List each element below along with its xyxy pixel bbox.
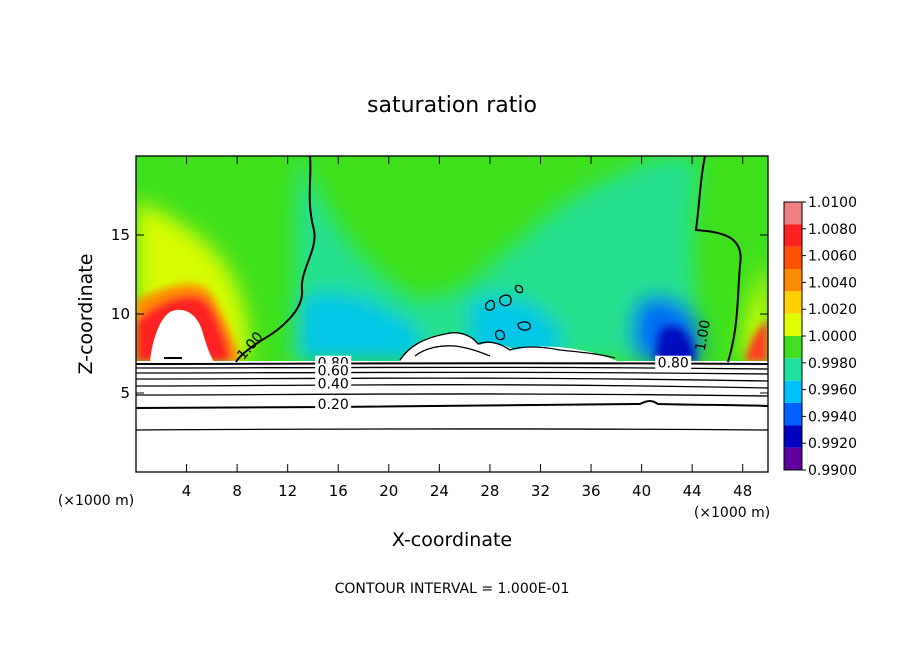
- colorbar-swatch: [784, 447, 802, 470]
- contour-blob-5: [514, 284, 524, 294]
- x-tick-label: 44: [683, 482, 702, 500]
- contour-030: [136, 393, 768, 397]
- x-tick-label: 32: [531, 482, 550, 500]
- colorbar-swatch: [784, 336, 802, 359]
- y-axis-ticks: 5 10 15: [111, 226, 768, 402]
- contour-blob-2: [499, 294, 512, 307]
- contour-blob-1: [484, 299, 496, 311]
- contour-interval-note: CONTOUR INTERVAL = 1.000E-01: [335, 581, 570, 597]
- colorbar-label: 0.9960: [808, 383, 857, 399]
- colorbar-swatch: [784, 358, 802, 381]
- y-tick-label: 10: [111, 305, 130, 323]
- colorbar-swatch: [784, 291, 802, 314]
- contour-blob-4: [494, 329, 506, 341]
- contour-label: 0.40: [318, 376, 349, 392]
- colorbar-label: 0.9980: [808, 356, 857, 372]
- field-blue-patch-mid: [300, 291, 420, 362]
- x-unit-label: (×1000 m): [694, 505, 770, 521]
- colorbar: 1.0100 1.0080 1.0060 1.0040 1.0020 1.0000 0.99…: [783, 195, 857, 479]
- contour-label-bg: [655, 355, 692, 371]
- x-tick-label: 4: [182, 482, 192, 500]
- x-tick-label: 20: [379, 482, 398, 500]
- colorbar-swatch: [784, 202, 802, 225]
- colorbar-swatch: [784, 246, 802, 269]
- colorbar-label: 1.0040: [808, 275, 857, 291]
- plot-area: [136, 156, 768, 472]
- y-unit-label: (×1000 m): [58, 493, 134, 509]
- x-tick-label: 8: [232, 482, 242, 500]
- contour-label: 0.60: [318, 364, 349, 380]
- contour-100-right: [694, 156, 742, 363]
- x-tick-label: 24: [430, 482, 449, 500]
- contour-blob-3: [517, 321, 531, 331]
- colorbar-swatch: [784, 313, 802, 336]
- contour-turbulent-1: [399, 332, 616, 361]
- contour-label: 0.80: [658, 356, 689, 372]
- x-axis-ticks: 4 8 12 16 20 24 28 32 36 40 44 48: [182, 156, 752, 500]
- x-tick-label: 48: [733, 482, 752, 500]
- colorbar-label: 0.9940: [808, 409, 857, 425]
- y-axis-label: Z-coordinate: [75, 254, 97, 375]
- contour-label-bg: [315, 363, 352, 379]
- contour-050: [136, 377, 768, 382]
- contour-100-left: [235, 156, 316, 363]
- x-tick-label: 28: [480, 482, 499, 500]
- contour-label: 1.00: [693, 319, 714, 352]
- x-tick-label: 36: [581, 482, 600, 500]
- field-red-right: [745, 320, 768, 362]
- chart-title: saturation ratio: [367, 93, 537, 118]
- contour-label-bg: [315, 396, 352, 412]
- x-axis-label: X-coordinate: [392, 529, 512, 551]
- contour-020: [136, 400, 768, 409]
- colorbar-label: 1.0020: [808, 302, 857, 318]
- colorbar-swatch: [784, 269, 802, 292]
- colorbar-swatch: [784, 224, 802, 247]
- colorbar-label: 1.0080: [808, 222, 857, 238]
- y-tick-label: 15: [111, 226, 130, 244]
- contour-labels: 1.001.000.800.800.600.400.20: [234, 319, 714, 413]
- colorbar-label: 1.0000: [808, 329, 857, 345]
- colorbar-swatch: [784, 403, 802, 426]
- contour-040: [136, 384, 768, 389]
- colorbar-swatch: [784, 425, 802, 448]
- colorbar-label: 1.0100: [808, 195, 857, 211]
- colorbar-label: 0.9920: [808, 436, 857, 452]
- field-cyan-band: [290, 156, 700, 360]
- field-white-bubble: [150, 309, 214, 362]
- colorbar-label: 0.9900: [808, 463, 857, 479]
- contour-070: [136, 366, 768, 370]
- field-darkblue-right: [655, 326, 695, 362]
- colorbar-swatch: [784, 380, 802, 403]
- contour-turbulent-2: [414, 345, 491, 357]
- mixing-layer: [400, 333, 620, 362]
- colorbar-label: 1.0060: [808, 249, 857, 265]
- contour-010: [136, 428, 768, 431]
- y-tick-label: 5: [120, 384, 130, 402]
- contour-060: [136, 371, 768, 375]
- x-tick-label: 16: [329, 482, 348, 500]
- contour-label: 0.20: [318, 397, 349, 413]
- x-tick-label: 40: [632, 482, 651, 500]
- contour-label-bg: [315, 376, 352, 392]
- x-tick-label: 12: [278, 482, 297, 500]
